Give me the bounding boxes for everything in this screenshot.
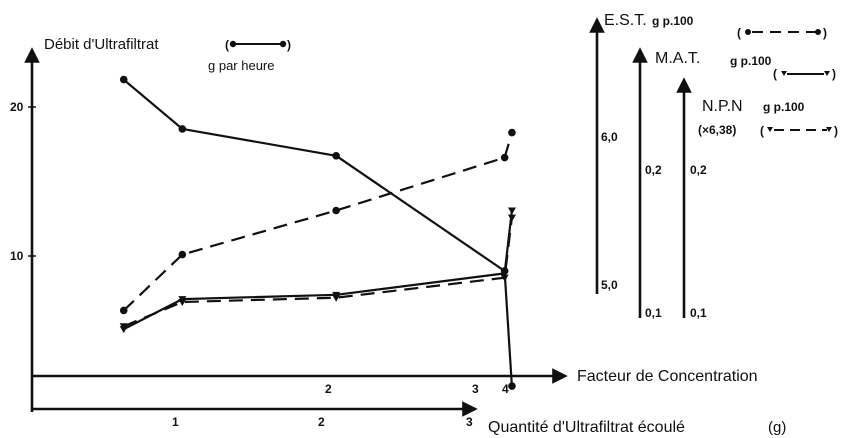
y-axis-mat-unit: g p.100: [730, 54, 772, 68]
series-mat-line: [123, 210, 513, 331]
est-tick-5: 5,0: [601, 278, 618, 292]
x-bottom-tick-3: 3: [466, 415, 473, 429]
est-tick-6: 6,0: [601, 130, 618, 144]
npn-tick-01: 0,1: [690, 306, 707, 320]
y-tick-20: 20: [10, 100, 24, 114]
series-debit-point-4: [508, 382, 516, 390]
y-axis-left-title: Débit d'Ultrafiltrat: [44, 36, 159, 53]
x-axis-concentration-label: Facteur de Concentration: [577, 368, 758, 385]
x-top-tick-3: 3: [472, 382, 479, 396]
y-axis-est-title: E.S.T.: [604, 12, 647, 29]
x-axis-quantite-unit: (g): [768, 419, 786, 436]
series-est-point-3: [500, 153, 509, 162]
npn-tick-02: 0,2: [690, 163, 707, 177]
svg-text:(: (: [737, 26, 741, 40]
series-npn-point-3: [500, 274, 509, 282]
series-debit-point-1: [178, 125, 187, 133]
series-mat-point-3: [500, 270, 509, 278]
series-est-point-4: [508, 128, 516, 137]
y-axis-left-unit: g par heure: [208, 58, 275, 73]
svg-text:(: (: [760, 124, 764, 138]
series-est-line: [122, 132, 513, 312]
plot-area: [119, 75, 516, 390]
x-top-tick-4: 4: [502, 382, 509, 396]
series-npn-point-0: [119, 323, 128, 331]
x-bottom-tick-2: 2: [318, 415, 325, 429]
svg-text:): ): [823, 26, 827, 40]
mat-tick-02: 0,2: [645, 163, 662, 177]
svg-text:): ): [832, 67, 836, 81]
series-debit-point-2: [332, 152, 340, 160]
x-axis-quantite-label: Quantité d'Ultrafiltrat écoulé: [488, 419, 685, 436]
y-axis-mat-title: M.A.T.: [655, 50, 700, 67]
series-est-point-0: [119, 306, 128, 315]
series-mat-point-4: [507, 207, 516, 215]
series-est-point-1: [178, 250, 187, 259]
svg-text:(: (: [225, 38, 229, 52]
x-bottom-tick-1: 1: [172, 415, 179, 429]
y-axis-est-unit: g p.100: [652, 14, 694, 28]
series-npn-line: [123, 217, 513, 328]
y-tick-10: 10: [10, 249, 24, 263]
y-axis-npn-note: (×6,38): [698, 123, 736, 137]
x-top-tick-2: 2: [325, 382, 332, 396]
series-npn-point-2: [332, 294, 341, 302]
mat-tick-01: 0,1: [645, 306, 662, 320]
svg-text:): ): [287, 38, 291, 52]
y-axis-npn-unit: g p.100: [763, 100, 805, 114]
svg-text:(: (: [773, 67, 777, 81]
series-npn-point-4: [507, 214, 516, 222]
series-est-point-2: [332, 206, 340, 215]
legend-est: ( ): [737, 26, 827, 40]
svg-text:): ): [834, 124, 838, 138]
legend-npn: ( ): [760, 124, 838, 138]
legend-debit: ( ): [225, 38, 291, 52]
y-axis-npn-title: N.P.N: [702, 98, 743, 115]
series-debit-point-0: [119, 75, 128, 84]
series-npn-point-1: [178, 298, 187, 306]
legend-mat: ( ): [773, 67, 836, 81]
